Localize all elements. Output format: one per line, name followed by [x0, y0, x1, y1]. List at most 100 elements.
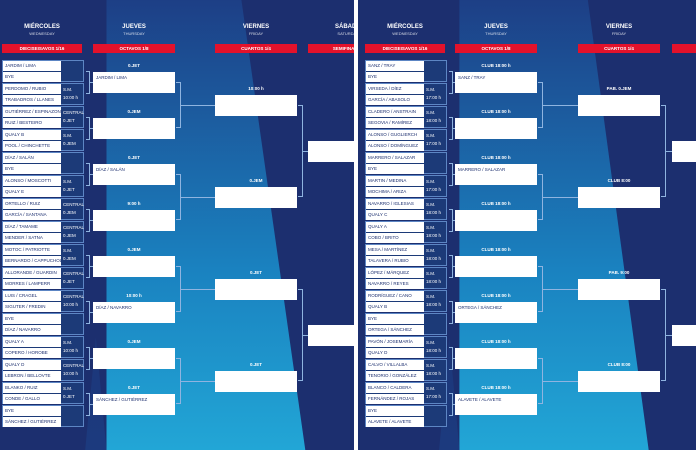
match-schedule: PAB. 9:00	[608, 270, 630, 275]
team-name: ALAVETE / ALAVETE	[366, 417, 424, 427]
day-header: SÁBADOSATURDAY	[308, 24, 355, 36]
court-label: CENTRAL	[63, 110, 85, 115]
bracket-connector	[90, 220, 93, 221]
day-subtitle: THURSDAY	[485, 31, 507, 36]
team-name: DÍAZ / NAVARRO	[3, 325, 61, 335]
day-header: SÁBADOSATURDAY	[672, 24, 696, 36]
bracket-connector	[453, 128, 455, 129]
octavos-slot	[93, 210, 175, 231]
match-row: LUIS / CRAGEL SIGUTER / FREDIN CENTRAL 10:0…	[2, 290, 84, 312]
bracket-connector	[86, 117, 90, 140]
day-subtitle: SATURDAY	[672, 31, 696, 36]
team-name: FERNÁNDEZ / ROJAS	[366, 394, 424, 404]
court-label: S.M.	[426, 340, 436, 345]
match-time: S.M. 18:00 h	[426, 201, 441, 217]
court-label: S.M.	[426, 179, 436, 184]
match-time: S.M. 10:00 h	[63, 86, 78, 102]
bracket-connector	[303, 335, 308, 336]
bracket-connector	[449, 209, 453, 232]
octavos-slot: ORTEGA / SÁNCHEZ	[455, 302, 537, 323]
bracket-connector	[86, 301, 90, 324]
bracket-connector	[661, 289, 666, 381]
team-name: QUALY D	[366, 348, 424, 358]
match-time: CENTRAL 0.JEM	[63, 201, 84, 217]
round-banner: CUARTOS 1/4	[578, 44, 660, 53]
team-name: TRABADROS / LLANES	[3, 95, 61, 105]
match-row: ALONSO / MOSCOTTI QUALY E S.M. 0.JET	[2, 175, 84, 197]
team-name: GUTIÉRREZ / ESPINAZON	[3, 107, 61, 117]
match-row: SANZ / TRAY BYE	[365, 60, 447, 82]
match-row: CALVO / VILLALBA TENORIO / GONZÁLEZ S.M. 18…	[365, 359, 447, 381]
court-label: S.M.	[63, 386, 73, 391]
match-time: S.M. 18:00 h	[426, 293, 441, 309]
court-label: S.M.	[426, 363, 436, 368]
team-name: ALONSO / GUGLIERCH	[366, 130, 424, 140]
cuartos-slot	[578, 95, 660, 116]
team-name: SEGOVIA / RAMÍREZ	[366, 118, 424, 128]
time-label: 0.JET	[63, 394, 75, 399]
time-label: 0.JEM	[63, 233, 76, 238]
day-name: VIERNES	[242, 24, 270, 30]
team-name: MARRERO / SALAZAR	[366, 153, 424, 163]
bracket-connector	[453, 174, 455, 175]
bracket-connector	[449, 117, 453, 140]
time-label: 17:00 h	[426, 187, 442, 192]
time-label: 18:00 h	[426, 233, 442, 238]
team-name: QUALY C	[366, 210, 424, 220]
team-name: ALONSO / DOMÍNGUEZ	[366, 141, 424, 151]
time-label: 17:00 h	[426, 394, 442, 399]
team-name: MARTIN / MEDINA	[366, 176, 424, 186]
match-time: S.M. 0.JEM	[63, 247, 76, 263]
team-name: MESA / MARTÍNEZ	[366, 245, 424, 255]
team-name: BYE	[3, 164, 61, 174]
team-name: RUIZ / BESTEIRO	[3, 118, 61, 128]
day-name: JUEVES	[484, 24, 508, 30]
court-label: S.M.	[63, 133, 73, 138]
court-label: S.M.	[426, 133, 436, 138]
day-header: JUEVES THURSDAY	[455, 24, 537, 36]
court-label: S.M.	[63, 248, 73, 253]
round-banner: CUARTOS 1/4	[215, 44, 297, 53]
time-label: 18:00 h	[426, 256, 442, 261]
court-label: S.M.	[426, 386, 436, 391]
bracket-connector	[449, 393, 453, 416]
team-name: NAVARRO / IGLESIAS	[366, 199, 424, 209]
team-name: MENDER / SATNA	[3, 233, 61, 243]
bracket-connector	[449, 71, 453, 94]
match-time: S.M. 17:00 h	[426, 385, 441, 401]
time-label: 10:00 h	[63, 95, 79, 100]
court-label: S.M.	[426, 202, 436, 207]
team-name: COPERO / HOROBE	[3, 348, 61, 358]
match-row: ALLORANDE / GUARDIN MORRES / LAMPERR CENTR…	[2, 267, 84, 289]
court-label: CENTRAL	[63, 225, 85, 230]
octavos-slot	[455, 210, 537, 231]
match-row: BLANCO / CALDERA FERNÁNDEZ / ROJAS S.M. 17:…	[365, 382, 447, 404]
day-subtitle: WEDNESDAY	[392, 31, 418, 36]
time-label: 17:00 h	[426, 95, 442, 100]
team-name: CLADERO / ANSTRAIN	[366, 107, 424, 117]
cuartos-slot	[215, 95, 297, 116]
octavos-slot: SANZ / TRAY	[455, 72, 537, 93]
match-time: S.M. 17:00 h	[426, 132, 441, 148]
match-schedule: CLUB 18:00 h	[481, 339, 511, 344]
time-label: 17:00 h	[426, 141, 442, 146]
bracket-connector	[86, 71, 90, 94]
match-row: MESA / MARTÍNEZ TALAVERA / RUBIO S.M. 18:00…	[365, 244, 447, 266]
team-name: CONDE / GALLO	[3, 394, 61, 404]
team-name: SIGUTER / FREDIN	[3, 302, 61, 312]
bracket-connector	[181, 105, 215, 106]
court-label: S.M.	[426, 87, 436, 92]
match-row: PERDOMO / RUBIO TRABADROS / LLANES S.M. 10:…	[2, 83, 84, 105]
match-row: MARTIN / MEDINA MOCHIMA / ARIZA S.M. 17:00 …	[365, 175, 447, 197]
round-banner: OCTAVOS 1/8	[455, 44, 537, 53]
day-header: JUEVES THURSDAY	[93, 24, 175, 36]
match-schedule: CLUB 18:00 h	[481, 63, 511, 68]
match-time: S.M. 0.JET	[63, 385, 75, 401]
court-label: S.M.	[63, 179, 73, 184]
day-name: MIÉRCOLES	[24, 24, 60, 30]
team-name: QUALY E	[3, 187, 61, 197]
team-name: NAVARRO / REYES	[366, 279, 424, 289]
match-schedule: 0.JET	[249, 270, 262, 275]
team-name: QUALY B	[3, 130, 61, 140]
team-name: MORRES / LAMPERR	[3, 279, 61, 289]
